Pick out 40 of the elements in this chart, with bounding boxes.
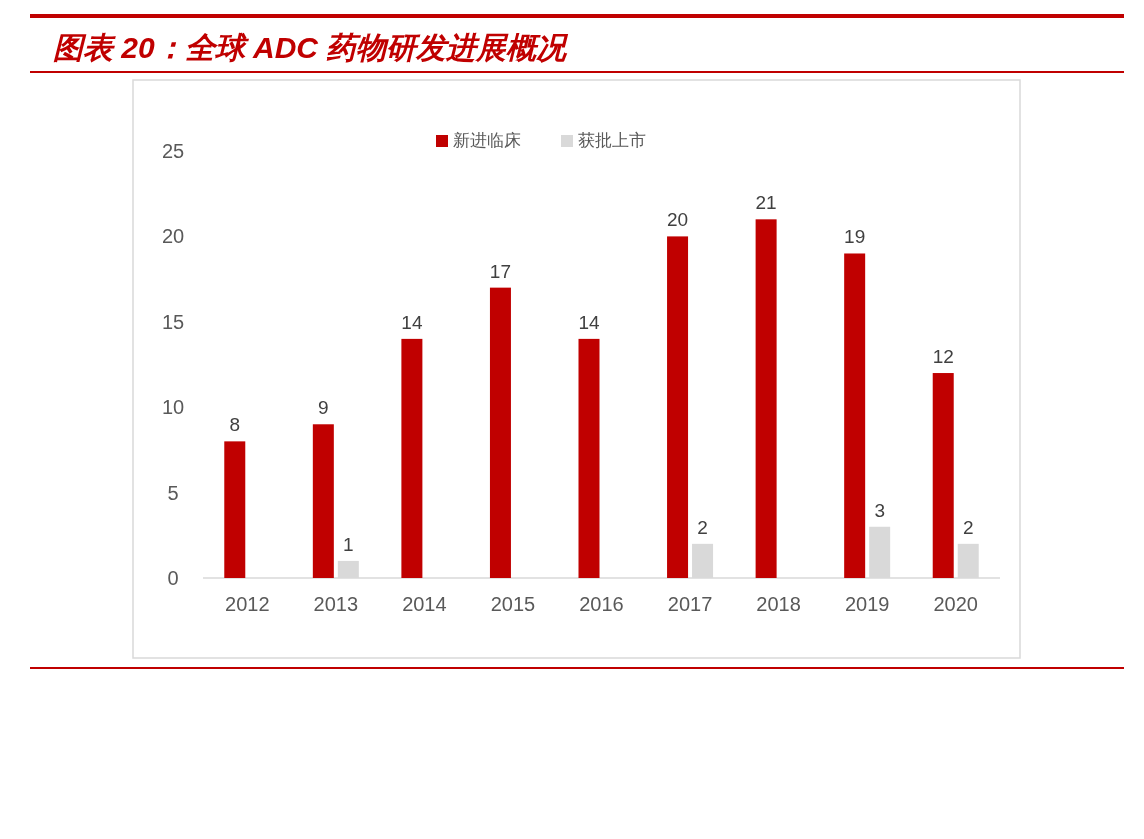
x-tick-label: 2015 bbox=[490, 593, 536, 615]
bar bbox=[844, 253, 866, 578]
bar bbox=[755, 219, 777, 578]
y-tick-label: 5 bbox=[167, 481, 179, 504]
bar bbox=[312, 424, 334, 578]
x-tick-label: 2020 bbox=[933, 593, 978, 615]
data-label: 2 bbox=[962, 516, 974, 538]
y-tick-label: 0 bbox=[167, 567, 179, 589]
data-label: 17 bbox=[489, 260, 512, 282]
data-label: 3 bbox=[874, 499, 885, 521]
y-tick-label: 25 bbox=[161, 140, 185, 162]
bar bbox=[578, 338, 600, 578]
bar bbox=[932, 373, 954, 578]
data-label: 19 bbox=[844, 226, 866, 248]
bar bbox=[401, 338, 423, 578]
y-tick-label: 15 bbox=[161, 310, 185, 333]
data-label: 1 bbox=[343, 533, 354, 555]
x-tick-label: 2016 bbox=[579, 593, 624, 615]
x-tick-label: 2013 bbox=[313, 593, 359, 615]
x-tick-label: 2017 bbox=[667, 593, 713, 615]
legend-label: 新进临床 bbox=[453, 131, 521, 150]
x-tick-label: 2012 bbox=[225, 593, 270, 615]
data-label: 12 bbox=[932, 346, 954, 368]
data-label: 14 bbox=[401, 311, 423, 333]
bar bbox=[489, 287, 511, 578]
y-tick-label: 10 bbox=[161, 396, 185, 419]
y-tick-label: 20 bbox=[161, 225, 185, 248]
x-tick-label: 2014 bbox=[402, 593, 447, 615]
bar bbox=[667, 236, 689, 578]
chart-title: 图表 20：全球 ADC 药物研发进展概况 bbox=[53, 31, 570, 64]
data-label: 2 bbox=[697, 516, 708, 538]
bar bbox=[224, 441, 246, 578]
legend-label: 获批上市 bbox=[578, 131, 646, 150]
x-tick-label: 2018 bbox=[756, 593, 801, 615]
x-tick-label: 2019 bbox=[844, 593, 890, 615]
data-label: 14 bbox=[578, 311, 600, 333]
data-label: 8 bbox=[229, 414, 241, 436]
data-label: 20 bbox=[666, 209, 689, 231]
data-label: 9 bbox=[318, 397, 329, 419]
data-label: 21 bbox=[755, 192, 777, 214]
